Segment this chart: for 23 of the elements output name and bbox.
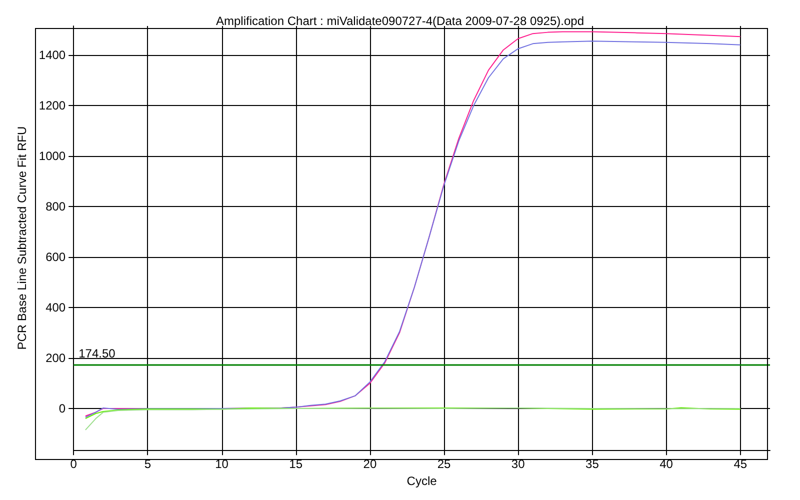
x-tick-label: 35 [586, 457, 600, 472]
y-tick-label: 1000 [38, 149, 66, 164]
y-tick-label: 1200 [38, 98, 66, 113]
x-tick-label: 30 [511, 457, 526, 472]
x-tick-label: 5 [144, 457, 152, 472]
x-tick-label: 15 [289, 457, 303, 472]
x-axis-title: Cycle [406, 474, 438, 488]
x-tick-label: 20 [363, 457, 377, 472]
x-tick-label: 40 [660, 457, 674, 472]
y-axis-title: PCR Base Line Subtracted Curve Fit RFU [15, 126, 29, 350]
y-tick-label: 1400 [38, 48, 66, 62]
y-tick-label: 200 [46, 350, 66, 365]
x-tick-label: 25 [437, 457, 452, 472]
y-tick-label: 600 [46, 250, 66, 264]
x-tick-label: 0 [70, 457, 78, 472]
y-tick-label: 400 [46, 300, 66, 314]
line-series [84, 407, 741, 430]
x-tick-label: 10 [215, 457, 229, 472]
chart-title: Amplification Chart : miValidate090727-4(Data 2009-07-28 0925).opd [216, 14, 584, 28]
y-tick-label: 800 [46, 199, 66, 214]
ref-line-label: 174.50 [78, 346, 116, 360]
x-tick-label: 45 [734, 457, 748, 472]
y-tick-label: 0 [58, 401, 66, 416]
